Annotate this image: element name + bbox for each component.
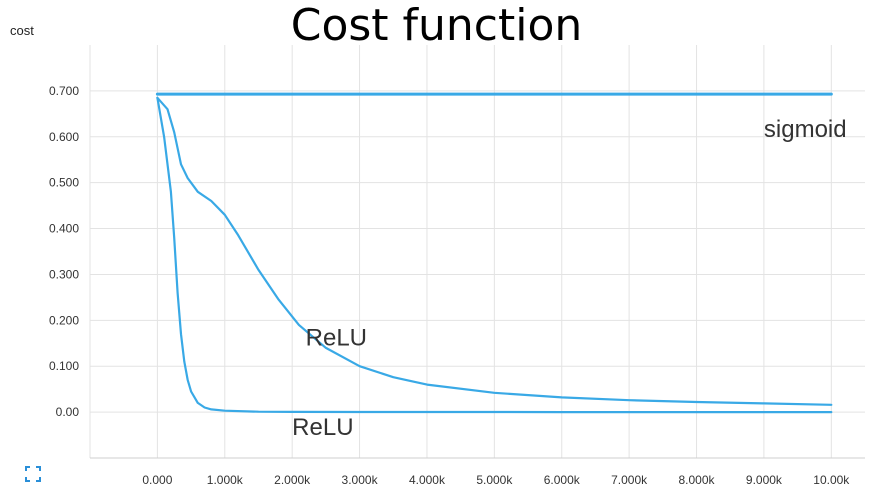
annotation-label: sigmoid xyxy=(764,116,847,143)
x-tick-label: 2.000k xyxy=(274,473,311,487)
x-tick-labels: 0.000 1.000k 2.000k 3.000k 4.000k 5.000k 6.000… xyxy=(142,473,850,487)
x-tick-label: 8.000k xyxy=(679,473,716,487)
chart-title: Cost function xyxy=(290,0,583,51)
x-tick-label: 1.000k xyxy=(207,473,244,487)
x-tick-label: 10.00k xyxy=(813,473,850,487)
y-tick-label: 0.700 xyxy=(49,84,79,98)
annotations: sigmoid ReLU ReLU xyxy=(292,116,846,441)
y-tick-labels: 0.00 0.100 0.200 0.300 0.400 0.500 0.600 0.700 xyxy=(49,84,79,419)
x-tick-label: 6.000k xyxy=(544,473,581,487)
grid xyxy=(89,45,865,459)
x-tick-label: 5.000k xyxy=(476,473,513,487)
x-tick-label: 7.000k xyxy=(611,473,648,487)
y-tick-label: 0.00 xyxy=(56,405,80,419)
expand-icon[interactable] xyxy=(25,466,41,482)
y-tick-label: 0.600 xyxy=(49,130,79,144)
series-line-2 xyxy=(156,96,833,414)
x-tick-label: 4.000k xyxy=(409,473,446,487)
annotation-label: ReLU xyxy=(306,325,367,352)
y-axis-label: cost xyxy=(10,23,34,38)
y-tick-label: 0.300 xyxy=(49,267,79,281)
annotation-label: ReLU xyxy=(292,414,353,441)
series-lines xyxy=(155,92,833,414)
x-tick-label: 9.000k xyxy=(746,473,783,487)
y-tick-label: 0.100 xyxy=(49,359,79,373)
series-line-1 xyxy=(156,96,833,406)
x-tick-label: 3.000k xyxy=(342,473,379,487)
x-tick-label: 0.000 xyxy=(142,473,172,487)
y-tick-label: 0.400 xyxy=(49,222,79,236)
y-tick-label: 0.200 xyxy=(49,313,79,327)
y-tick-label: 0.500 xyxy=(49,176,79,190)
